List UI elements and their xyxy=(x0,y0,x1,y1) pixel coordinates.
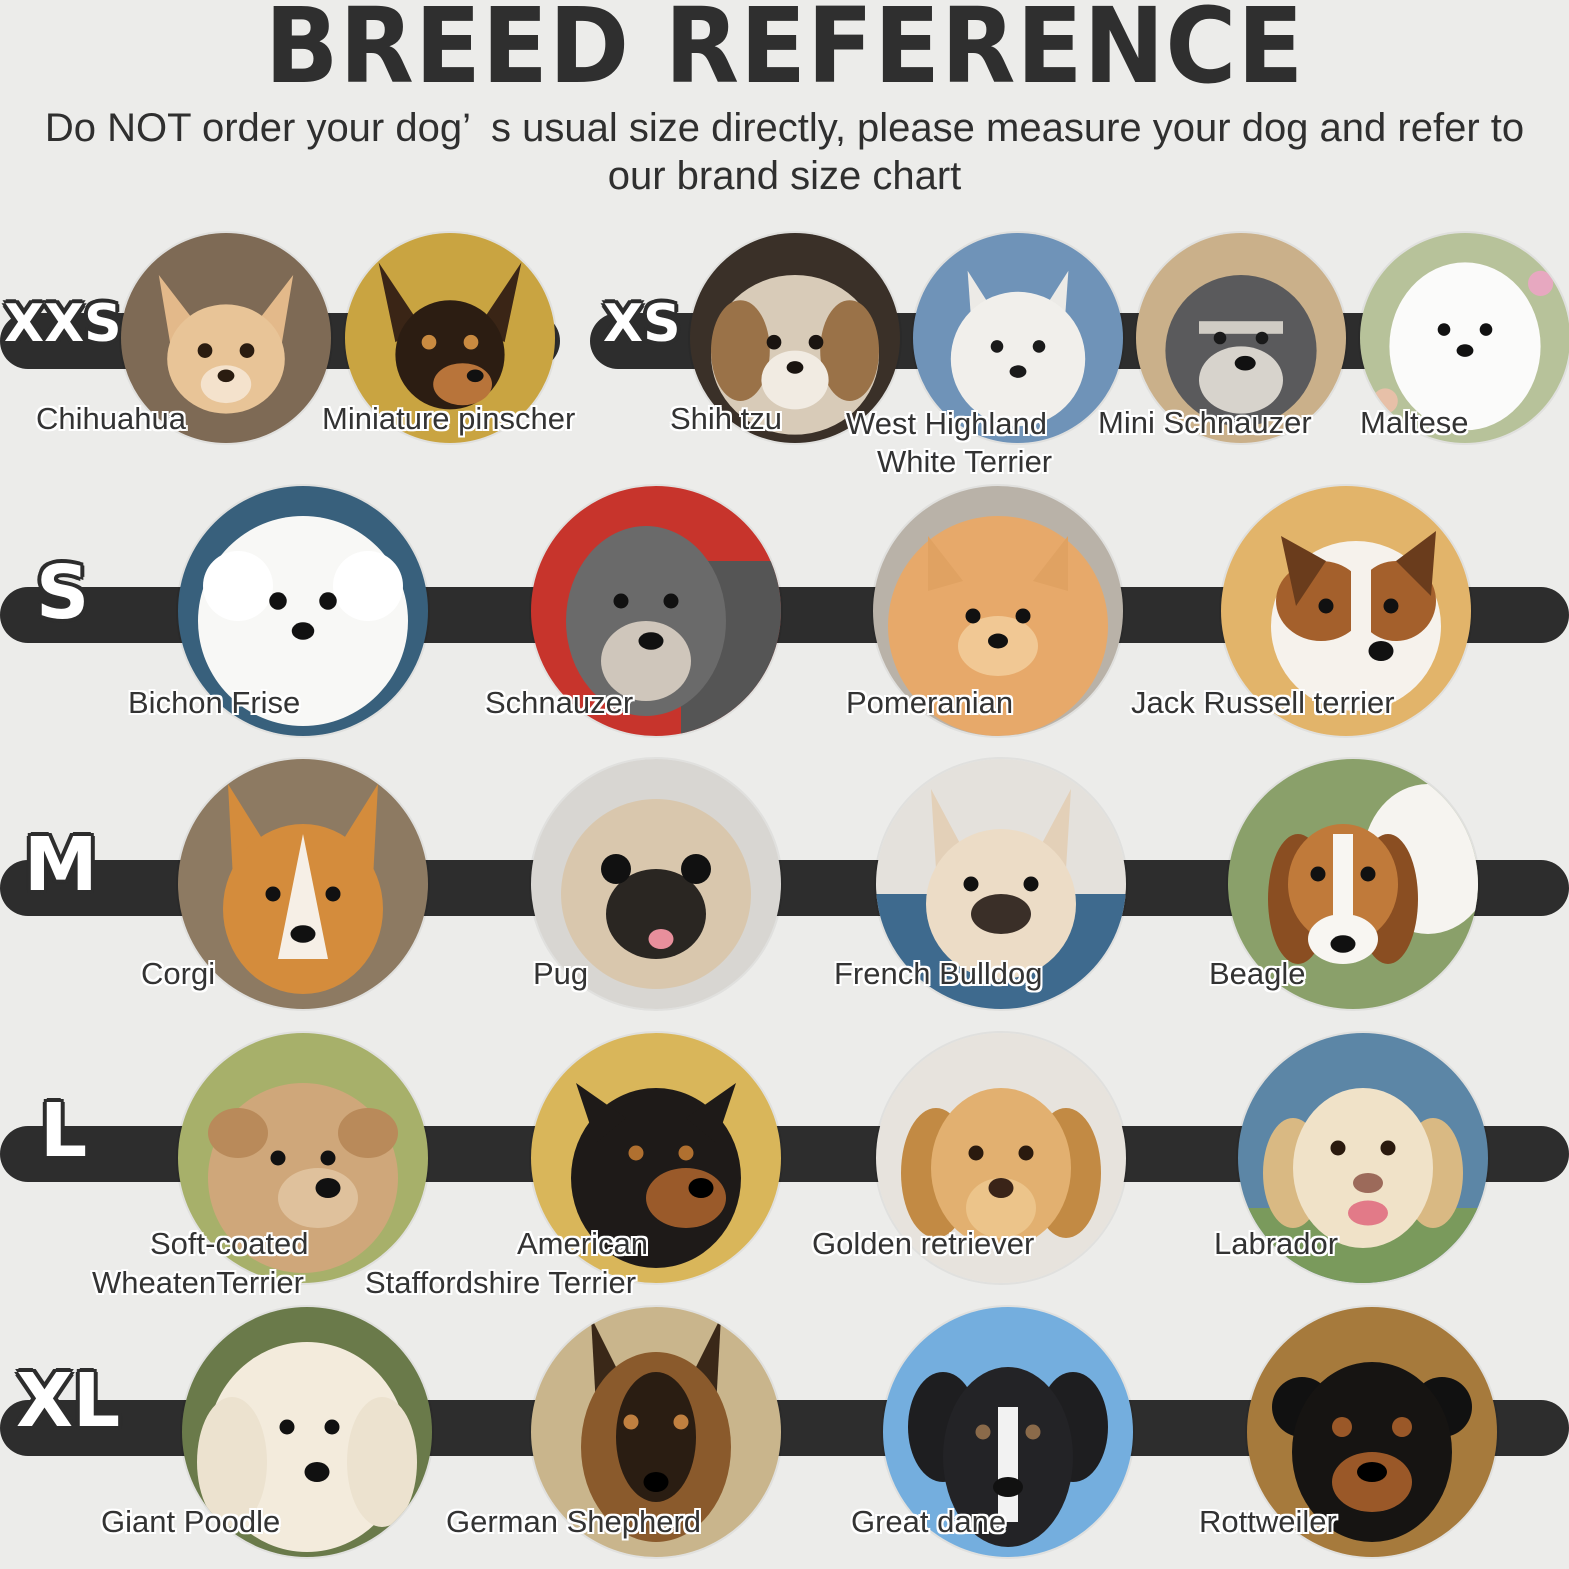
size-label-xs: XS xyxy=(603,294,681,354)
chihuahua-photo xyxy=(121,233,331,443)
giant-poodle-photo xyxy=(182,1307,432,1557)
breed-label-mini-schnauzer: Mini Schnauzer xyxy=(1098,405,1312,440)
beagle-photo xyxy=(1228,759,1478,1009)
breed-label-miniature-pinscher: Miniature pinscher xyxy=(322,401,576,436)
breed-label-jack-russell-terrier: Jack Russell terrier xyxy=(1131,685,1395,720)
german-shepherd-photo xyxy=(531,1307,781,1557)
breed-label-staffordshire-1: American xyxy=(517,1226,648,1261)
page-title: BREED REFERENCE xyxy=(264,0,1305,107)
shih-tzu-photo xyxy=(690,233,900,443)
breed-label-schnauzer: Schnauzer xyxy=(485,685,634,720)
size-label-s: S xyxy=(36,550,90,636)
rottweiler-photo xyxy=(1247,1307,1497,1557)
size-label-l: L xyxy=(40,1088,88,1174)
breed-label-wheaten-1: Soft-coated xyxy=(150,1226,309,1261)
breed-label-golden-retriever: Golden retriever xyxy=(812,1226,1035,1261)
breed-label-chihuahua: Chihuahua xyxy=(36,401,186,436)
soft-coated-wheaten-terrier-photo xyxy=(178,1033,428,1283)
breed-label-maltese: Maltese xyxy=(1360,405,1469,440)
breed-label-shih-tzu: Shih tzu xyxy=(670,401,783,436)
french-bulldog-photo xyxy=(876,759,1126,1009)
corgi-photo xyxy=(178,759,428,1009)
breed-label-giant-poodle: Giant Poodle xyxy=(101,1504,281,1539)
breed-label-rottweiler: Rottweiler xyxy=(1199,1504,1337,1539)
page-subtitle: Do NOT order your dog’ s usual size dire… xyxy=(44,106,1525,198)
breed-label-great-dane: Great dane xyxy=(851,1504,1007,1539)
breed-label-wheaten-2: WheatenTerrier xyxy=(92,1265,304,1300)
great-dane-photo xyxy=(883,1307,1133,1557)
jack-russell-terrier-photo xyxy=(1221,486,1471,736)
golden-retriever-photo xyxy=(876,1033,1126,1283)
schnauzer-photo xyxy=(531,486,781,736)
mini-schnauzer-photo xyxy=(1136,233,1346,443)
breed-label-bichon-frise: Bichon Frise xyxy=(128,685,301,720)
maltese-photo xyxy=(1360,233,1569,443)
breed-label-pomeranian: Pomeranian xyxy=(846,685,1014,720)
size-label-xxs: XXS xyxy=(4,294,122,354)
breed-label-west-highland-2: White Terrier xyxy=(877,444,1053,479)
breed-label-german-shepherd: German Shepherd xyxy=(446,1504,702,1539)
breed-label-labrador: Labrador xyxy=(1214,1226,1339,1261)
breed-label-pug: Pug xyxy=(533,956,589,991)
breed-label-beagle: Beagle xyxy=(1209,956,1306,991)
west-highland-terrier-photo xyxy=(913,233,1123,443)
pomeranian-photo xyxy=(873,486,1123,736)
breed-label-west-highland-1: West Highland xyxy=(846,406,1048,441)
breed-label-french-bulldog: French Bulldog xyxy=(834,956,1043,991)
breed-label-corgi: Corgi xyxy=(141,956,216,991)
size-label-xl: XL xyxy=(16,1358,121,1444)
american-staffordshire-terrier-photo xyxy=(531,1033,781,1283)
miniature-pinscher-photo xyxy=(345,233,555,443)
bichon-frise-photo xyxy=(178,486,428,736)
size-label-m: M xyxy=(24,822,98,908)
breed-label-staffordshire-2: Staffordshire Terrier xyxy=(365,1265,637,1300)
pug-photo xyxy=(531,759,781,1009)
